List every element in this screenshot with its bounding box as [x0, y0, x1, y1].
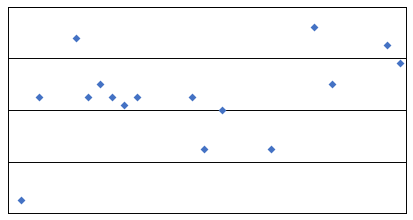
Point — [17, 199, 24, 202]
Point — [383, 44, 390, 47]
Point — [328, 82, 335, 86]
Point — [36, 95, 42, 99]
Point — [395, 62, 402, 65]
Point — [218, 108, 225, 112]
Point — [109, 95, 115, 99]
Point — [188, 95, 195, 99]
Point — [310, 26, 316, 29]
Point — [72, 36, 78, 39]
Point — [267, 147, 274, 150]
Point — [133, 95, 140, 99]
Point — [121, 103, 128, 106]
Point — [97, 82, 103, 86]
Point — [200, 147, 207, 150]
Point — [84, 95, 91, 99]
